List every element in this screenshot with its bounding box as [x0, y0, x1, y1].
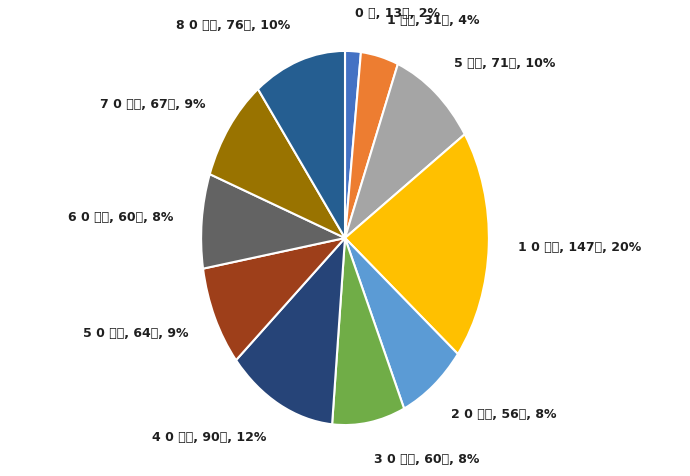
Text: 2 0 歳～, 56人, 8%: 2 0 歳～, 56人, 8% — [451, 408, 557, 421]
Wedge shape — [332, 238, 404, 425]
Text: 3 0 歳～, 60人, 8%: 3 0 歳～, 60人, 8% — [374, 453, 479, 466]
Text: 5 0 歳～, 64人, 9%: 5 0 歳～, 64人, 9% — [83, 327, 188, 340]
Text: 8 0 歳～, 76人, 10%: 8 0 歳～, 76人, 10% — [176, 19, 290, 32]
Text: 1 0 歳～, 147人, 20%: 1 0 歳～, 147人, 20% — [518, 240, 641, 254]
Text: 6 0 歳～, 60人, 8%: 6 0 歳～, 60人, 8% — [68, 211, 173, 224]
Wedge shape — [203, 238, 345, 360]
Wedge shape — [345, 51, 361, 238]
Wedge shape — [258, 51, 345, 238]
Text: 7 0 歳～, 67人, 9%: 7 0 歳～, 67人, 9% — [101, 99, 206, 111]
Wedge shape — [345, 134, 489, 354]
Text: 4 0 歳～, 90人, 12%: 4 0 歳～, 90人, 12% — [152, 431, 266, 444]
Text: 5 歳～, 71人, 10%: 5 歳～, 71人, 10% — [453, 57, 555, 70]
Wedge shape — [201, 174, 345, 268]
Text: 1 歳～, 31人, 4%: 1 歳～, 31人, 4% — [386, 14, 479, 27]
Wedge shape — [345, 64, 465, 238]
Wedge shape — [210, 89, 345, 238]
Wedge shape — [345, 238, 458, 408]
Text: 0 歳, 13人, 2%: 0 歳, 13人, 2% — [355, 7, 440, 20]
Wedge shape — [236, 238, 345, 424]
Wedge shape — [345, 52, 398, 238]
